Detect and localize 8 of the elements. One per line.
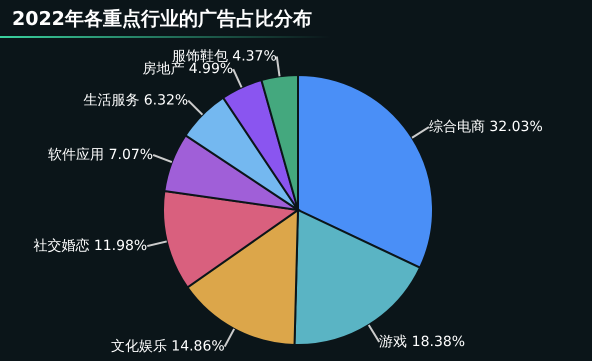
slice-label: 综合电商 32.03%	[428, 119, 543, 136]
slice-label: 社交婚恋 11.98%	[33, 238, 148, 254]
slice-label: 文化娱乐 14.86%	[110, 338, 225, 355]
slice-label: 软件应用 7.07%	[48, 146, 154, 163]
slice-label: 房地产 4.99%	[142, 61, 234, 78]
slice-label: 游戏 18.38%	[379, 334, 466, 350]
chart-title: 2022年各重点行业的广告占比分布	[12, 7, 312, 32]
slice-label: 生活服务 6.32%	[83, 92, 188, 109]
